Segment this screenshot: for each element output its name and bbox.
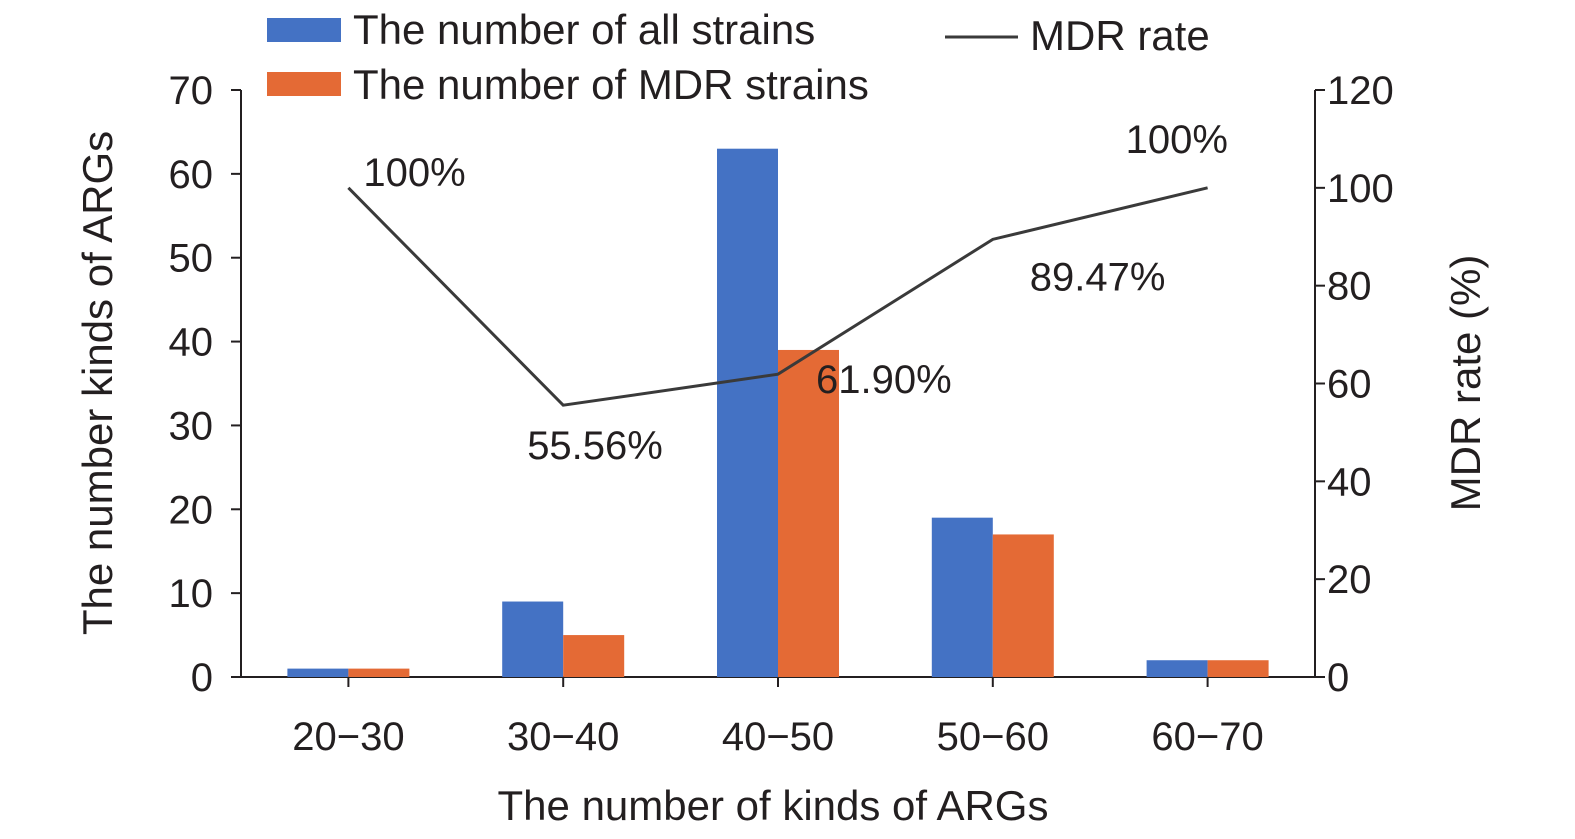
x-tick-label: 20−30 (292, 715, 404, 759)
y-tick-label: 50 (169, 237, 214, 281)
x-tick-label: 60−70 (1151, 715, 1263, 759)
bar-mdr-strains (1207, 660, 1269, 677)
x-tick-label: 30−40 (507, 715, 619, 759)
data-labels: 100% 55.56% 61.90% 89.47% 100% (363, 118, 1228, 468)
bar-mdr-strains (778, 349, 839, 677)
bar-all-strains (931, 517, 993, 677)
y2-tick-label: 80 (1327, 265, 1372, 309)
x-tick-label: 40−50 (722, 715, 834, 759)
y-tick-label: 20 (169, 488, 214, 532)
legend-label-mdr: The number of MDR strains (353, 61, 869, 108)
mdr-rate-data-label: 89.47% (1030, 255, 1166, 299)
bar-all-strains (1146, 660, 1208, 677)
mdr-rate-data-label: 55.56% (527, 424, 663, 468)
legend-label-all: The number of all strains (353, 6, 815, 53)
y2-tick-label: 100 (1327, 167, 1394, 211)
legend: The number of all strains The number of … (267, 6, 1210, 108)
bar-all-strains (717, 148, 778, 677)
bar-mdr-strains (348, 668, 410, 677)
legend-label-line: MDR rate (1030, 12, 1210, 59)
y2-tick-label: 120 (1327, 69, 1394, 113)
y2-tick-label: 40 (1327, 460, 1372, 504)
bar-mdr-strains (563, 635, 625, 677)
y-axis-title: The number kinds of ARGs (74, 131, 121, 635)
y-tick-label: 60 (169, 153, 214, 197)
axes: 0 10 20 30 40 50 60 70 0 20 40 60 80 100 120 20−30 30−40… (169, 69, 1394, 759)
legend-swatch-all (267, 18, 341, 42)
bar-mdr-strains (992, 534, 1054, 677)
x-tick-label: 50−60 (937, 715, 1049, 759)
y-tick-label: 0 (191, 656, 213, 700)
mdr-rate-data-label: 100% (1126, 118, 1228, 162)
y2-tick-label: 0 (1327, 656, 1349, 700)
y2-tick-label: 60 (1327, 363, 1372, 407)
mdr-rate-data-label: 61.90% (816, 358, 952, 402)
mdr-rate-data-label: 100% (363, 151, 465, 195)
y2-tick-label: 20 (1327, 558, 1372, 602)
legend-swatch-mdr (267, 72, 341, 96)
y-tick-label: 40 (169, 321, 214, 365)
mdr-rate-line (347, 186, 1208, 407)
y-tick-label: 70 (169, 69, 214, 113)
mdr-rate-line-layer (347, 186, 1208, 407)
bar-all-strains (502, 601, 564, 677)
y-tick-label: 30 (169, 404, 214, 448)
bars (287, 148, 1269, 677)
x-axis-title: The number of kinds of ARGs (498, 782, 1049, 829)
y2-axis-title: MDR rate (%) (1442, 255, 1489, 512)
bar-all-strains (287, 668, 349, 677)
y-tick-label: 10 (169, 572, 214, 616)
